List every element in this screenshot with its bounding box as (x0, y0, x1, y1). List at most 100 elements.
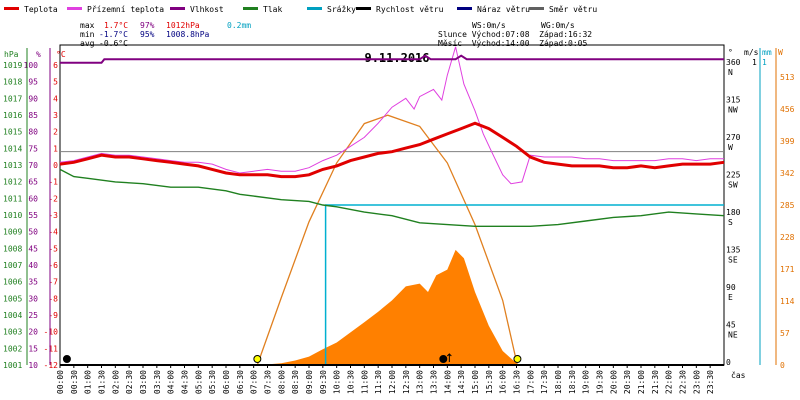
y-tick-w: 228 (780, 233, 795, 242)
moonset-marker (62, 355, 71, 363)
series-radiation (253, 249, 520, 365)
y-tick-c: -7 (48, 278, 58, 287)
legend-label: Přízemní teplota (87, 5, 164, 14)
series-humidity (60, 54, 724, 64)
y-tick-pct: 85 (28, 111, 38, 120)
x-tick-label: 05:30 (208, 370, 217, 394)
y-tick-pct: 75 (28, 144, 38, 153)
y-tick-w: 114 (780, 297, 795, 306)
info-moon: Měsíc Východ:14:00 Západ:0:05 (438, 39, 587, 48)
y-tick-deg: 135 (726, 246, 741, 255)
legend-item-vlhkost: Vlhkost (170, 5, 224, 14)
x-tick-label: 02:00 (111, 370, 120, 394)
y-tick-w: 57 (780, 329, 790, 338)
y-tick-pct: 15 (28, 344, 38, 353)
y-tick-mm-top: 1 (762, 58, 767, 67)
x-tick-label: 22:00 (665, 370, 674, 394)
y-tick-deg: 0 (726, 358, 731, 367)
x-tick-label: 17:00 (526, 370, 535, 394)
y-tick-hpa: 1008 (3, 244, 22, 253)
axis-unit-c: °C (56, 50, 66, 59)
y-tick-pct: 95 (28, 78, 38, 87)
y-tick-c: -1 (48, 178, 58, 187)
x-tick-label: 03:00 (139, 370, 148, 394)
x-tick-label: 20:00 (609, 370, 618, 394)
legend-item-rychlost: Rychlost větru (356, 5, 444, 14)
legend-label: Směr větru (549, 5, 597, 14)
y-tick-c: 0 (53, 161, 58, 170)
y-tick-hpa: 1015 (3, 128, 22, 137)
chart-title: 9.11.2016 (364, 51, 429, 65)
x-tick-label: 21:30 (651, 370, 660, 394)
x-tick-label: 12:00 (388, 370, 397, 394)
y-tick-hpa: 1018 (3, 78, 22, 87)
y-tick-pct: 35 (28, 278, 38, 287)
y-tick-w: 399 (780, 137, 795, 146)
x-tick-label: 22:30 (679, 370, 688, 394)
legend-item-naraz: Náraz větru (457, 5, 530, 14)
y-tick-dir: NW (728, 106, 738, 115)
x-tick-label: 15:30 (485, 370, 494, 394)
y-tick-dir: S (728, 218, 733, 227)
y-tick-hpa: 1005 (3, 294, 22, 303)
stats-panel: max 1.7°C 97% 1012hPa 0.2mm min -1.7°C 9… (80, 21, 251, 48)
y-tick-hpa: 1011 (3, 194, 22, 203)
stats-min-label: min (80, 30, 95, 39)
stats-max-press: 1012hPa (166, 21, 200, 30)
y-tick-deg: 270 (726, 133, 741, 142)
x-tick-label: 04:00 (167, 370, 176, 394)
x-tick-label: 07:00 (250, 370, 259, 394)
x-tick-label: 18:00 (554, 370, 563, 394)
legend-swatch (170, 7, 185, 10)
legend-label: Vlhkost (190, 5, 224, 14)
series-layer (59, 46, 725, 366)
x-tick-label: 13:30 (430, 370, 439, 394)
stats-max-rain: 0.2mm (227, 21, 251, 30)
legend-item-pocit: Přízemní teplota (67, 5, 164, 14)
x-tick-label: 16:00 (499, 370, 508, 394)
x-tick-label: 16:30 (513, 370, 522, 394)
y-tick-hpa: 1003 (3, 328, 22, 337)
axis-unit-hpa: hPa (4, 50, 19, 59)
x-tick-label: 14:00 (443, 370, 452, 394)
y-tick-deg: 90 (726, 283, 736, 292)
y-tick-hpa: 1007 (3, 261, 22, 270)
x-tick-label: 02:30 (125, 370, 134, 394)
y-tick-c: -5 (48, 244, 58, 253)
y-tick-dir: N (728, 68, 733, 77)
y-tick-hpa: 1001 (3, 361, 22, 370)
legend-swatch (529, 7, 544, 10)
x-tick-label: 01:30 (98, 370, 107, 394)
x-tick-label: 01:00 (84, 370, 93, 394)
y-tick-c: 1 (53, 144, 58, 153)
x-tick-label: 19:00 (582, 370, 591, 394)
stats-avg-label: avg (80, 39, 95, 48)
legend-label: Náraz větru (477, 5, 530, 14)
legend: Teplota Přízemní teplota Vlhkost Tlak Srážky… (4, 5, 597, 14)
y-tick-ms-top: 1 (752, 58, 757, 67)
axis-unit-pct: % (36, 50, 41, 59)
y-tick-deg: 315 (726, 96, 741, 105)
y-tick-pct: 10 (28, 361, 38, 370)
y-tick-hpa: 1010 (3, 211, 22, 220)
x-tick-label: 23:00 (692, 370, 701, 394)
x-tick-label: 00:00 (56, 370, 65, 394)
y-tick-hpa: 1009 (3, 228, 22, 237)
legend-swatch (67, 7, 82, 10)
y-tick-c: 2 (53, 128, 58, 137)
info-ws: WS:0m/s (472, 21, 506, 30)
y-tick-hpa: 1012 (3, 178, 22, 187)
y-tick-pct: 25 (28, 311, 38, 320)
y-tick-deg: 45 (726, 321, 736, 330)
sunrise-marker (253, 355, 262, 363)
axis-unit-mm: mm (762, 48, 772, 57)
y-tick-hpa: 1013 (3, 161, 22, 170)
stats-max-temp: 1.7°C (104, 21, 128, 30)
y-tick-pct: 70 (28, 161, 38, 170)
y-tick-pct: 65 (28, 178, 38, 187)
y-tick-pct: 55 (28, 211, 38, 220)
x-tick-label: 18:30 (568, 370, 577, 394)
x-tick-label: 17:30 (540, 370, 549, 394)
